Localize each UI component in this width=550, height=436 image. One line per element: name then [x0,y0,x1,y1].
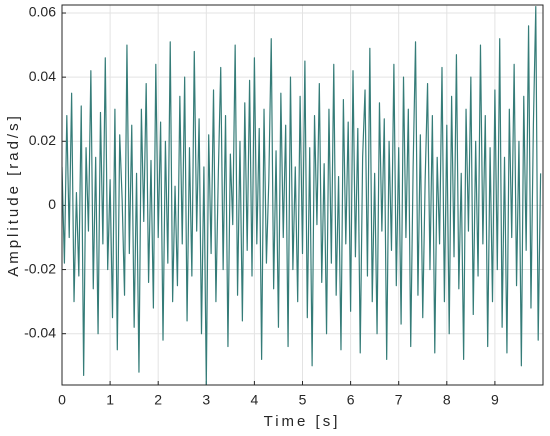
x-tick-label: 0 [58,392,66,408]
x-axis-title: Time [s] [264,413,341,430]
y-tick-label: 0.02 [29,132,56,148]
y-axis-title: Amplitude [rad/s] [5,113,22,277]
x-tick-label: 5 [299,392,307,408]
signal-line [62,6,542,385]
y-tick-label: 0.06 [29,4,56,20]
y-tick-label: -0.04 [24,324,56,340]
y-tick-label: 0.04 [29,68,56,84]
x-tick-label: 2 [154,392,162,408]
y-tick-label: -0.02 [24,260,56,276]
y-tick-label: 0 [48,196,56,212]
x-tick-label: 7 [395,392,403,408]
x-tick-label: 9 [491,392,499,408]
x-tick-label: 6 [347,392,355,408]
x-tick-label: 4 [251,392,259,408]
plot-frame [61,4,544,386]
x-tick-label: 1 [106,392,114,408]
x-tick-label: 8 [443,392,451,408]
x-tick-label: 3 [202,392,210,408]
